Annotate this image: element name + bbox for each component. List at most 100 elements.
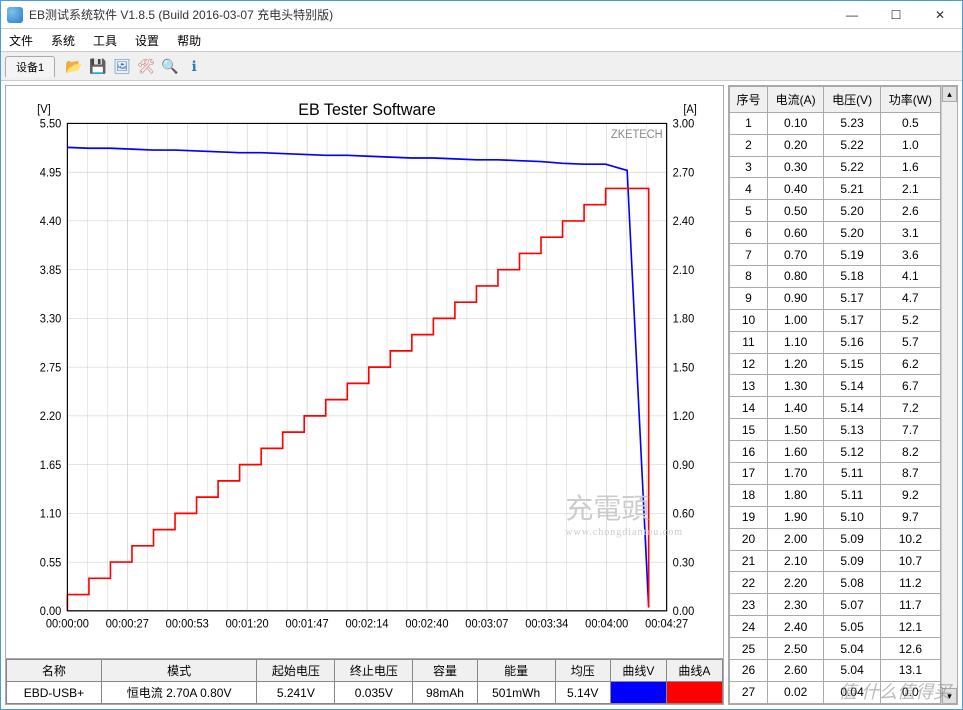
data-cell: 18 xyxy=(730,484,768,506)
data-header[interactable]: 功率(W) xyxy=(880,87,940,113)
table-row[interactable]: 181.805.119.2 xyxy=(730,484,941,506)
table-row[interactable]: 101.005.175.2 xyxy=(730,309,941,331)
summary-header: 均压 xyxy=(555,660,610,682)
table-row[interactable]: 161.605.128.2 xyxy=(730,441,941,463)
data-cell: 10 xyxy=(730,309,768,331)
table-row[interactable]: 202.005.0910.2 xyxy=(730,528,941,550)
summary-header: 曲线A xyxy=(666,660,722,682)
table-row[interactable]: 232.305.0711.7 xyxy=(730,594,941,616)
table-row[interactable]: 10.105.230.5 xyxy=(730,112,941,134)
table-row[interactable]: 131.305.146.7 xyxy=(730,375,941,397)
data-cell: 2.20 xyxy=(767,572,823,594)
menu-item-0[interactable]: 文件 xyxy=(9,32,33,49)
svg-text:00:02:40: 00:02:40 xyxy=(405,618,448,630)
menu-item-4[interactable]: 帮助 xyxy=(177,32,201,49)
data-header[interactable]: 序号 xyxy=(730,87,768,113)
summary-table: 名称模式起始电压终止电压容量能量均压曲线V曲线AEBD-USB+恒电流 2.70… xyxy=(6,658,723,704)
table-row[interactable]: 212.105.0910.7 xyxy=(730,550,941,572)
data-cell: 5.14 xyxy=(824,375,880,397)
data-cell: 27 xyxy=(730,681,768,703)
data-cell: 20 xyxy=(730,528,768,550)
data-cell: 6 xyxy=(730,222,768,244)
data-cell: 3.1 xyxy=(880,222,940,244)
close-button[interactable]: ✕ xyxy=(918,1,962,28)
summary-header: 曲线V xyxy=(610,660,666,682)
data-cell: 5 xyxy=(730,200,768,222)
data-cell: 5.21 xyxy=(824,178,880,200)
menu-item-3[interactable]: 设置 xyxy=(135,32,159,49)
data-cell: 5.2 xyxy=(880,309,940,331)
table-row[interactable]: 252.505.0412.6 xyxy=(730,638,941,660)
search-icon[interactable]: 🔍 xyxy=(159,55,181,77)
data-cell: 2.50 xyxy=(767,638,823,660)
svg-text:00:00:53: 00:00:53 xyxy=(166,618,209,630)
data-cell: 13.1 xyxy=(880,660,940,682)
summary-cell: EBD-USB+ xyxy=(7,682,102,704)
data-cell: 9.7 xyxy=(880,506,940,528)
summary-cell: 5.241V xyxy=(257,682,335,704)
table-row[interactable]: 90.905.174.7 xyxy=(730,287,941,309)
data-cell: 2.6 xyxy=(880,200,940,222)
table-row[interactable]: 50.505.202.6 xyxy=(730,200,941,222)
table-row[interactable]: 80.805.184.1 xyxy=(730,265,941,287)
menu-item-2[interactable]: 工具 xyxy=(93,32,117,49)
data-cell: 2.00 xyxy=(767,528,823,550)
scroll-up-button[interactable]: ▴ xyxy=(942,86,957,102)
app-icon xyxy=(7,7,23,23)
data-cell: 5.16 xyxy=(824,331,880,353)
data-cell: 5.09 xyxy=(824,528,880,550)
menu-item-1[interactable]: 系统 xyxy=(51,32,75,49)
table-row[interactable]: 151.505.137.7 xyxy=(730,419,941,441)
data-cell: 8.2 xyxy=(880,441,940,463)
save-icon[interactable]: 💾 xyxy=(87,55,109,77)
data-cell: 5.10 xyxy=(824,506,880,528)
table-row[interactable]: 222.205.0811.2 xyxy=(730,572,941,594)
table-row[interactable]: 141.405.147.2 xyxy=(730,397,941,419)
svg-text:0.55: 0.55 xyxy=(40,557,62,569)
table-row[interactable]: 191.905.109.7 xyxy=(730,506,941,528)
data-cell: 5.11 xyxy=(824,463,880,485)
data-cell: 11 xyxy=(730,331,768,353)
table-row[interactable]: 270.020.040.0 xyxy=(730,681,941,703)
table-row[interactable]: 121.205.156.2 xyxy=(730,353,941,375)
open-icon[interactable]: 📂 xyxy=(63,55,85,77)
table-row[interactable]: 30.305.221.6 xyxy=(730,156,941,178)
data-header[interactable]: 电流(A) xyxy=(767,87,823,113)
table-row[interactable]: 242.405.0512.1 xyxy=(730,616,941,638)
table-row[interactable]: 171.705.118.7 xyxy=(730,463,941,485)
minimize-button[interactable]: — xyxy=(830,1,874,28)
data-table: 序号电流(A)电压(V)功率(W)10.105.230.520.205.221.… xyxy=(729,86,941,704)
summary-header: 能量 xyxy=(477,660,555,682)
svg-text:00:01:20: 00:01:20 xyxy=(226,618,269,630)
data-cell: 8.7 xyxy=(880,463,940,485)
scroll-down-button[interactable]: ▾ xyxy=(942,688,957,704)
data-cell: 10.2 xyxy=(880,528,940,550)
image-icon[interactable]: 🖼 xyxy=(111,55,133,77)
data-cell: 5.17 xyxy=(824,309,880,331)
data-cell: 5.20 xyxy=(824,200,880,222)
data-cell: 7.2 xyxy=(880,397,940,419)
data-cell: 3.6 xyxy=(880,244,940,266)
tools-icon[interactable]: 🛠 xyxy=(135,55,157,77)
svg-text:[V]: [V] xyxy=(37,104,51,116)
svg-text:2.40: 2.40 xyxy=(673,216,695,228)
table-row[interactable]: 60.605.203.1 xyxy=(730,222,941,244)
data-cell: 5.23 xyxy=(824,112,880,134)
table-row[interactable]: 70.705.193.6 xyxy=(730,244,941,266)
data-cell: 2.40 xyxy=(767,616,823,638)
summary-cell: 5.14V xyxy=(555,682,610,704)
table-row[interactable]: 40.405.212.1 xyxy=(730,178,941,200)
data-header[interactable]: 电压(V) xyxy=(824,87,880,113)
data-cell: 1.10 xyxy=(767,331,823,353)
scrollbar[interactable]: ▴ ▾ xyxy=(941,86,957,704)
table-row[interactable]: 20.205.221.0 xyxy=(730,134,941,156)
maximize-button[interactable]: ☐ xyxy=(874,1,918,28)
device-tab[interactable]: 设备1 xyxy=(5,56,55,77)
data-cell: 9.2 xyxy=(880,484,940,506)
data-cell: 1.00 xyxy=(767,309,823,331)
info-icon[interactable]: ℹ xyxy=(183,55,205,77)
table-row[interactable]: 262.605.0413.1 xyxy=(730,660,941,682)
data-cell: 8 xyxy=(730,265,768,287)
data-cell: 0.60 xyxy=(767,222,823,244)
table-row[interactable]: 111.105.165.7 xyxy=(730,331,941,353)
